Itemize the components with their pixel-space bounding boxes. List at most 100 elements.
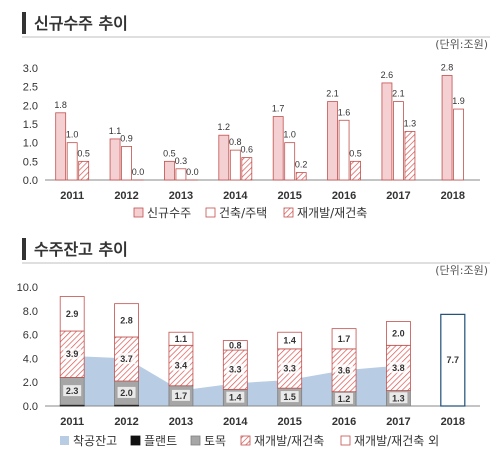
chart1-unit: (단위:조원) (435, 38, 488, 51)
chart2-legend-swatch (340, 435, 351, 446)
chart2-data-label: 3.3 (229, 365, 242, 375)
chart2-stack-segment (59, 296, 85, 332)
chart2-data-label-bg (226, 391, 245, 403)
chart1-data-label: 1.8 (54, 100, 67, 110)
chart1-bar (393, 101, 404, 181)
chart2-data-label: 3.3 (283, 364, 296, 374)
chart2-data-label: 1.2 (338, 394, 351, 404)
chart2-data-label: 2.0 (120, 388, 133, 398)
chart1-xtick-label: 2014 (223, 190, 248, 202)
chart2-title-bar (22, 238, 26, 260)
chart1-legend-label: 신규수주 (147, 206, 191, 220)
chart2-data-label-bg (335, 364, 354, 376)
chart2-ytick-label: 6.0 (23, 330, 38, 342)
chart2-plot: 0.0 2.0 4.0 6.0 8.0 10.0 2011 2.3 3.9 2.9 2012 2.0 3… (17, 282, 480, 448)
chart1-data-label: 1.9 (452, 96, 465, 106)
chart2-data-label: 3.7 (120, 354, 133, 364)
chart2-xtick-label: 2017 (386, 416, 410, 428)
chart2-data-label: 1.7 (175, 391, 188, 401)
chart1-bar (55, 112, 67, 181)
chart1-legend-label: 재개발/재건축 (297, 206, 367, 220)
chart1-ytick-label: 3.0 (23, 63, 38, 75)
chart2-data-label: 3.4 (175, 361, 188, 371)
chart1-bar (284, 142, 296, 181)
chart1-data-label: 1.1 (109, 126, 122, 136)
chart2-data-label: 3.8 (392, 363, 405, 373)
chart1-plot: 0.0 0.5 1.0 1.5 2.0 2.5 3.0 2011 1.8 1.0 0.5 2012 1.… (23, 62, 480, 220)
chart1-ytick-label: 0.0 (23, 175, 38, 187)
chart2-xtick-label: 2013 (169, 416, 193, 428)
chart2-data-label-bg (171, 359, 190, 371)
chart1-data-label: 0.3 (175, 156, 188, 166)
chart1-data-label: 1.7 (272, 104, 285, 114)
chart1-xtick-label: 2011 (60, 190, 84, 202)
chart1-bar (441, 75, 453, 181)
chart2-data-label: 1.7 (338, 334, 351, 344)
chart1-bar (338, 119, 350, 181)
chart1-bar (295, 172, 307, 181)
chart1-bar (229, 149, 241, 181)
chart2-data-label-bg (280, 391, 299, 403)
chart1-data-label: 0.5 (77, 148, 90, 158)
chart2-total-bar (440, 313, 466, 407)
chart1-bar (78, 160, 90, 181)
chart1-data-label: 2.8 (441, 62, 454, 72)
chart1-data-label: 0.0 (186, 167, 199, 177)
chart1-bar (66, 142, 78, 181)
chart1-data-label: 0.5 (163, 148, 176, 158)
chart1-bar (453, 108, 464, 181)
chart2-ytick-label: 8.0 (23, 306, 38, 318)
chart1-ytick-label: 1.0 (23, 138, 38, 150)
chart1-bar (121, 145, 132, 181)
chart2-data-label-bg (389, 392, 408, 404)
chart1-data-label: 1.0 (66, 130, 79, 140)
chart2-legend-label: 플랜트 (144, 434, 177, 448)
chart2-legend-swatch (60, 436, 69, 445)
chart1-data-label: 2.6 (381, 70, 394, 80)
chart1-xtick-label: 2018 (441, 190, 465, 202)
chart1-data-label: 2.1 (326, 89, 339, 99)
chart1-xtick-label: 2013 (169, 190, 193, 202)
chart2-ytick-label: 10.0 (17, 282, 38, 294)
chart1-data-label: 0.5 (349, 148, 362, 158)
chart1-legend-swatch (133, 207, 144, 218)
chart2-legend-label: 재개발/재건축 (254, 434, 324, 448)
chart2-data-label-bg (63, 385, 82, 397)
chart2-stack-segment (277, 331, 303, 350)
chart2-xtick-label: 2012 (114, 416, 138, 428)
chart1-ytick-label: 0.5 (23, 156, 38, 168)
chart2-data-label-bg (117, 386, 136, 398)
chart2-unit: (단위:조원) (435, 264, 488, 277)
chart2-legend-swatch (130, 435, 141, 446)
chart2-stack-segment (386, 321, 411, 346)
chart2-data-label: 2.8 (120, 315, 133, 325)
chart2-xtick-label: 2018 (441, 416, 465, 428)
chart1-xtick-label: 2017 (386, 190, 410, 202)
chart1-data-label: 0.9 (120, 133, 133, 143)
chart1-data-label: 1.3 (404, 118, 417, 128)
chart1-bar (109, 138, 121, 181)
chart2-data-label-bg (335, 392, 354, 404)
chart2-title: 수주잔고 추이 (34, 240, 128, 259)
chart1-bar (175, 168, 187, 181)
chart2-stack-segment (222, 340, 248, 351)
chart2-data-label: 1.5 (283, 392, 296, 402)
chart1-bar (327, 101, 338, 181)
chart2-data-label-bg (280, 362, 299, 374)
chart1-bar (218, 134, 230, 181)
chart2-legend-swatch (240, 435, 251, 446)
chart2-data-label: 2.0 (392, 328, 405, 338)
chart2-data-label-bg (171, 389, 190, 401)
chart2-data-label-bg (389, 361, 408, 373)
chart1-data-label: 0.2 (295, 160, 308, 170)
chart2-ytick-label: 2.0 (23, 377, 38, 389)
chart2-data-label-bg (63, 348, 82, 360)
chart1-xtick-label: 2015 (277, 190, 301, 202)
chart2-ytick-label: 0.0 (23, 401, 38, 413)
chart1-ytick-label: 1.5 (23, 119, 38, 131)
chart1-title-bar (22, 12, 26, 34)
chart2-xtick-label: 2015 (277, 416, 301, 428)
chart2-stack-segment (168, 331, 194, 346)
chart1-ytick-label: 2.0 (23, 100, 38, 112)
